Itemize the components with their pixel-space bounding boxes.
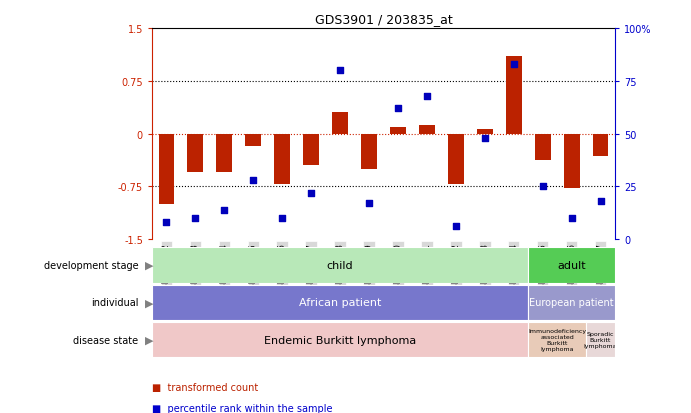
- Text: adult: adult: [557, 260, 586, 271]
- Text: Endemic Burkitt lymphoma: Endemic Burkitt lymphoma: [264, 335, 416, 345]
- Bar: [152, 285, 528, 320]
- Text: European patient: European patient: [529, 297, 614, 308]
- Bar: [477, 130, 493, 134]
- Text: ▶: ▶: [145, 260, 153, 271]
- Bar: [528, 322, 586, 357]
- Text: African patient: African patient: [299, 297, 381, 308]
- Text: ■  percentile rank within the sample: ■ percentile rank within the sample: [152, 403, 332, 413]
- Bar: [535, 134, 551, 161]
- Point: [508, 62, 519, 68]
- Point: [566, 215, 577, 222]
- Bar: [158, 134, 174, 204]
- Text: child: child: [327, 260, 353, 271]
- Text: Sporadic
Burkitt
lymphoma: Sporadic Burkitt lymphoma: [584, 331, 617, 348]
- Text: Immunodeficiency
associated
Burkitt
lymphoma: Immunodeficiency associated Burkitt lymp…: [528, 328, 586, 351]
- Bar: [332, 113, 348, 134]
- Bar: [586, 322, 615, 357]
- Point: [363, 200, 375, 207]
- Bar: [448, 134, 464, 185]
- Bar: [152, 322, 528, 357]
- Bar: [187, 134, 203, 173]
- Point: [595, 198, 606, 205]
- Point: [248, 177, 259, 184]
- Point: [161, 219, 172, 226]
- Bar: [593, 134, 609, 157]
- Bar: [506, 57, 522, 134]
- Point: [480, 135, 491, 142]
- Point: [451, 223, 462, 230]
- Text: disease state: disease state: [73, 335, 138, 345]
- Bar: [390, 127, 406, 134]
- Text: ▶: ▶: [145, 335, 153, 345]
- Bar: [361, 134, 377, 169]
- Bar: [564, 134, 580, 189]
- Point: [190, 215, 201, 222]
- Point: [392, 106, 404, 112]
- Text: development stage: development stage: [44, 260, 138, 271]
- Bar: [419, 126, 435, 134]
- Bar: [528, 285, 615, 320]
- Bar: [303, 134, 319, 166]
- Point: [422, 93, 433, 100]
- Bar: [245, 134, 261, 147]
- Bar: [216, 134, 232, 173]
- Text: individual: individual: [91, 297, 138, 308]
- Text: ▶: ▶: [145, 297, 153, 308]
- Point: [219, 207, 230, 214]
- Point: [334, 68, 346, 74]
- Point: [276, 215, 287, 222]
- Bar: [274, 134, 290, 185]
- Point: [305, 190, 316, 197]
- Point: [537, 183, 548, 190]
- Title: GDS3901 / 203835_at: GDS3901 / 203835_at: [314, 13, 453, 26]
- Bar: [152, 248, 528, 283]
- Text: ■  transformed count: ■ transformed count: [152, 382, 258, 392]
- Bar: [528, 248, 615, 283]
